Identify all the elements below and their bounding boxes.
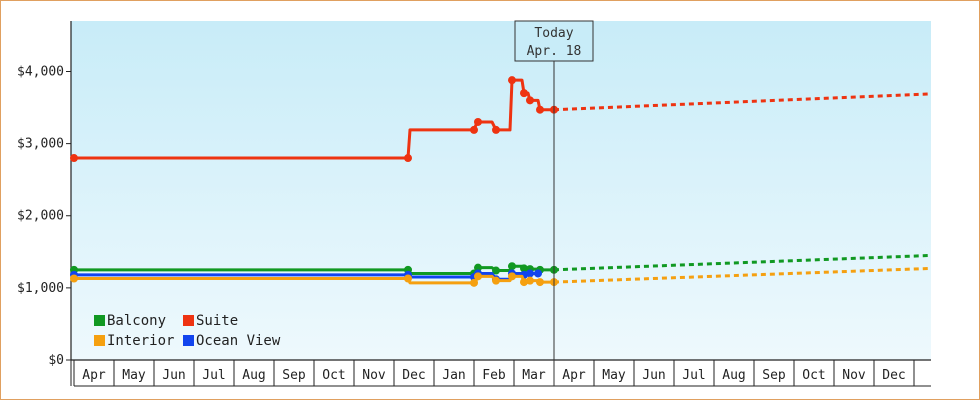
x-tick-label: May bbox=[122, 368, 146, 383]
data-point[interactable] bbox=[526, 276, 534, 285]
x-tick-label: Dec bbox=[402, 368, 425, 383]
data-point[interactable] bbox=[474, 117, 482, 126]
x-tick-label: Oct bbox=[802, 368, 825, 383]
data-point[interactable] bbox=[492, 266, 500, 275]
legend-item[interactable]: Balcony bbox=[94, 313, 166, 329]
data-point[interactable] bbox=[508, 262, 516, 271]
legend-swatch bbox=[183, 315, 194, 326]
x-tick-label: Mar bbox=[522, 368, 546, 383]
data-point[interactable] bbox=[474, 272, 482, 281]
axes: $0 $1,000 $2,000 $3,000 $4,000 Apr May Jun Jul Au… bbox=[17, 21, 931, 387]
y-tick-label: $2,000 bbox=[17, 209, 64, 224]
data-point[interactable] bbox=[520, 264, 528, 273]
y-tick-label: $0 bbox=[48, 353, 64, 368]
x-tick-label: Apr bbox=[82, 368, 106, 383]
x-tick-label: Jul bbox=[682, 368, 705, 383]
legend-label: Interior bbox=[107, 333, 174, 349]
today-marker: Today Apr. 18 bbox=[514, 20, 594, 386]
x-tick-label: Jun bbox=[642, 368, 665, 383]
series-suite bbox=[70, 76, 932, 163]
data-point[interactable] bbox=[508, 76, 516, 85]
x-tick-label: Aug bbox=[242, 368, 265, 383]
data-point[interactable] bbox=[526, 96, 534, 105]
legend-swatch bbox=[94, 335, 105, 346]
x-tick-label: Sep bbox=[762, 368, 786, 383]
legend-item[interactable]: Ocean View bbox=[183, 333, 281, 349]
series-interior bbox=[70, 266, 932, 287]
legend-item[interactable]: Interior bbox=[94, 333, 174, 349]
data-point[interactable] bbox=[492, 125, 500, 134]
data-point[interactable] bbox=[70, 154, 78, 163]
x-tick-label: Nov bbox=[362, 368, 386, 383]
x-tick-label: Nov bbox=[842, 368, 866, 383]
legend-label: Balcony bbox=[107, 313, 166, 329]
data-point[interactable] bbox=[404, 154, 412, 163]
y-tick-label: $1,000 bbox=[17, 281, 64, 296]
data-point[interactable] bbox=[520, 89, 528, 98]
y-tick-label: $4,000 bbox=[17, 64, 64, 79]
today-label-box bbox=[514, 20, 594, 62]
data-point[interactable] bbox=[70, 274, 78, 283]
data-point[interactable] bbox=[520, 278, 528, 287]
legend-swatch bbox=[94, 315, 105, 326]
series-layer bbox=[70, 76, 932, 287]
data-point[interactable] bbox=[470, 278, 478, 287]
x-tick-label: Sep bbox=[282, 368, 306, 383]
x-tick-label: Oct bbox=[322, 368, 345, 383]
data-point[interactable] bbox=[536, 105, 544, 114]
data-point[interactable] bbox=[526, 269, 534, 278]
today-date-label: Apr. 18 bbox=[527, 44, 582, 59]
data-point[interactable] bbox=[508, 272, 516, 281]
data-point[interactable] bbox=[534, 269, 542, 278]
legend-label: Ocean View bbox=[196, 333, 281, 349]
data-point[interactable] bbox=[404, 274, 412, 283]
data-point[interactable] bbox=[492, 276, 500, 285]
x-tick-label: Feb bbox=[482, 368, 506, 383]
legend-label: Suite bbox=[196, 313, 238, 329]
plot-area bbox=[71, 21, 931, 360]
x-tick-label: Jan bbox=[442, 368, 465, 383]
data-point[interactable] bbox=[536, 278, 544, 287]
legend-item[interactable]: Suite bbox=[183, 313, 238, 329]
data-point[interactable] bbox=[470, 125, 478, 134]
x-tick-label: May bbox=[602, 368, 626, 383]
legend-swatch bbox=[183, 335, 194, 346]
x-tick-label: Dec bbox=[882, 368, 905, 383]
today-label: Today bbox=[534, 26, 573, 41]
x-tick-label: Apr bbox=[562, 368, 586, 383]
data-point[interactable] bbox=[474, 263, 482, 272]
x-tick-label: Aug bbox=[722, 368, 745, 383]
x-tick-label: Jun bbox=[162, 368, 185, 383]
x-tick-label: Jul bbox=[202, 368, 225, 383]
y-tick-label: $3,000 bbox=[17, 137, 64, 152]
legend: Balcony Suite Interior Ocean View bbox=[94, 313, 281, 349]
